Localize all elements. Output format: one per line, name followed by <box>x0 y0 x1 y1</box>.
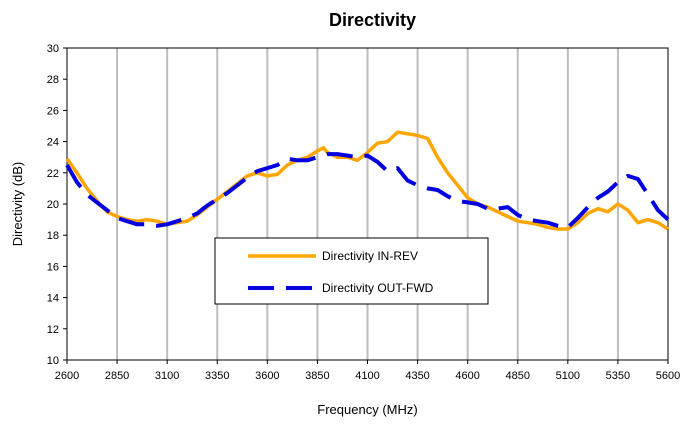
x-tick-label: 2850 <box>105 370 129 382</box>
y-tick-label: 30 <box>47 43 59 55</box>
x-tick-label: 3850 <box>305 370 329 382</box>
y-tick-label: 16 <box>47 261 59 273</box>
x-tick-label: 4350 <box>405 370 429 382</box>
x-tick-label: 3100 <box>155 370 179 382</box>
y-tick-label: 14 <box>47 293 59 305</box>
y-tick-label: 22 <box>47 168 59 180</box>
x-tick-label: 4850 <box>506 370 530 382</box>
x-axis-title: Frequency (MHz) <box>317 402 417 417</box>
x-tick-label: 3600 <box>255 370 279 382</box>
x-tick-label: 2600 <box>55 370 79 382</box>
x-tick-label: 3350 <box>205 370 229 382</box>
y-tick-label: 20 <box>47 199 59 211</box>
y-tick-label: 26 <box>47 105 59 117</box>
y-tick-label: 18 <box>47 230 59 242</box>
vertical-gridlines <box>116 48 619 360</box>
legend-label-out-fwd: Directivity OUT-FWD <box>322 281 434 295</box>
y-axis-title: Directivity (dB) <box>10 162 25 247</box>
y-tick-label: 12 <box>47 324 59 336</box>
legend-box <box>214 237 489 305</box>
x-tick-label: 4600 <box>455 370 479 382</box>
x-tick-label: 5600 <box>656 370 680 382</box>
series-line-out-fwd <box>65 152 670 230</box>
x-tick-label: 4100 <box>355 370 379 382</box>
y-tick-label: 28 <box>47 74 59 86</box>
legend-label-in-rev: Directivity IN-REV <box>322 249 418 263</box>
y-tick-label: 24 <box>47 137 59 149</box>
legend: Directivity IN-REV Directivity OUT-FWD <box>214 237 489 305</box>
y-tick-label: 10 <box>47 355 59 367</box>
x-tick-label: 5100 <box>556 370 580 382</box>
series-layer <box>65 130 670 231</box>
y-axis-ticks: 10 12 14 16 18 20 22 24 26 28 30 <box>47 43 67 367</box>
chart-title: Directivity <box>329 10 416 30</box>
x-axis-ticks: 2600 2850 3100 3350 3600 3850 4100 4350 4600 4850… <box>55 360 680 382</box>
x-tick-label: 5350 <box>606 370 630 382</box>
